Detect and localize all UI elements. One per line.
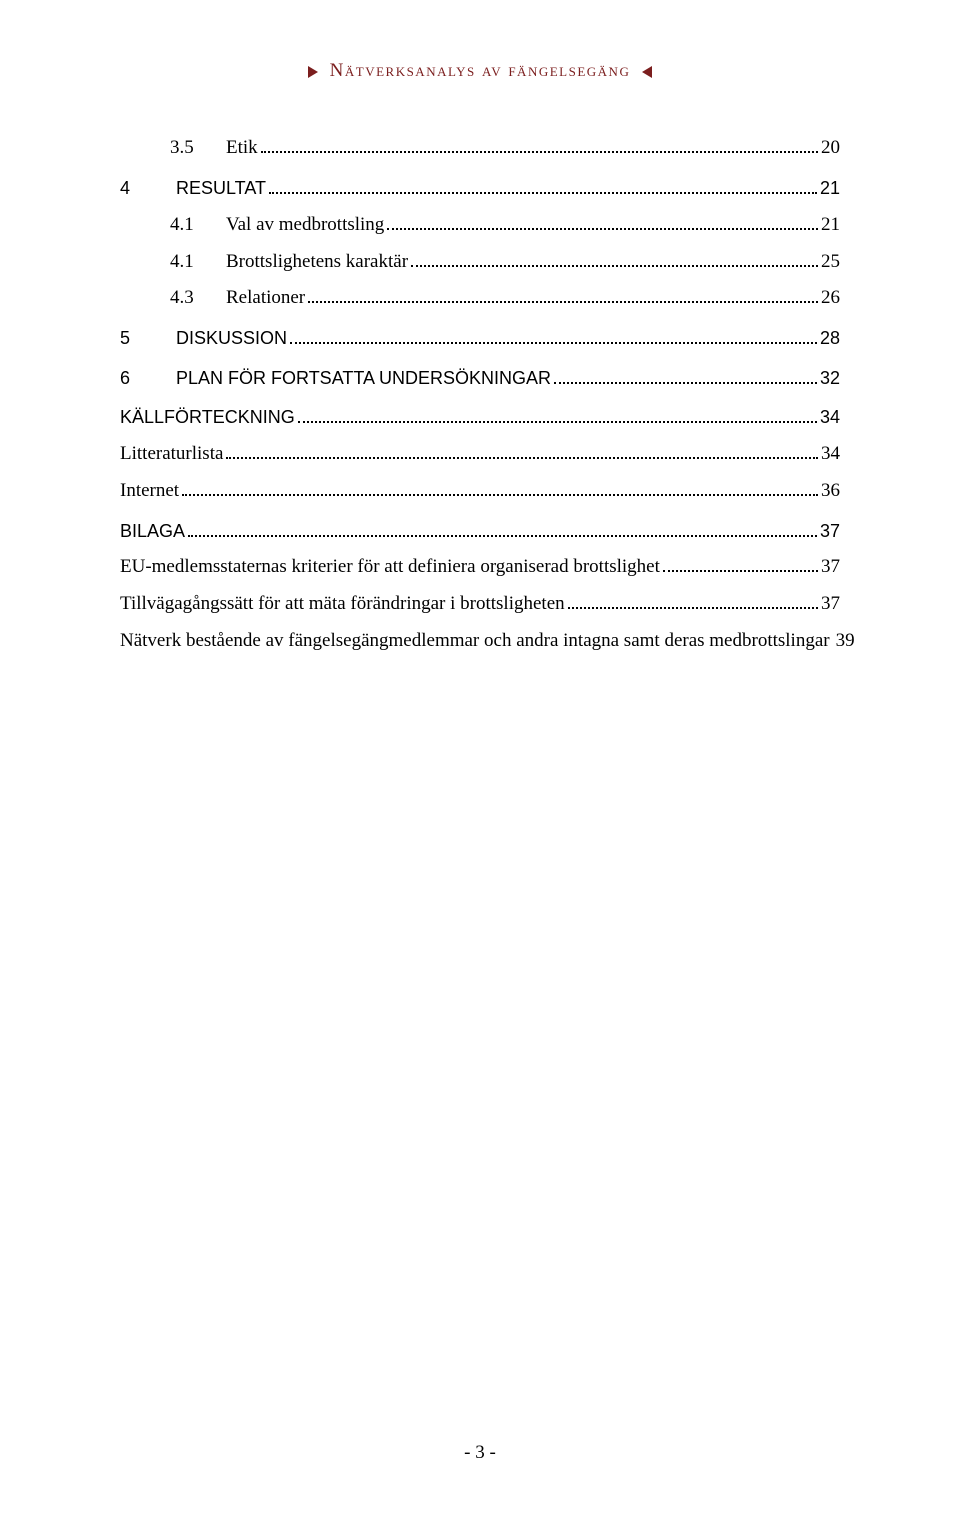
toc-entry-left: 4.1Val av medbrottsling [170, 213, 384, 238]
toc-entry-number: 4 [120, 177, 176, 200]
toc-row: Internet 36 [120, 479, 840, 504]
toc-entry-label: KÄLLFÖRTECKNING [120, 407, 295, 427]
toc-leader [188, 520, 817, 537]
toc-entry-page: 28 [820, 327, 840, 350]
toc-leader [298, 406, 817, 423]
toc-leader [663, 555, 818, 572]
toc-entry-label: Internet [120, 480, 179, 501]
toc-entry-label: DISKUSSION [176, 328, 287, 348]
toc-leader [226, 442, 818, 459]
toc-entry-label: Relationer [226, 287, 305, 308]
toc-leader [554, 367, 817, 384]
toc-entry-label: EU-medlemsstaternas kriterier för att de… [120, 556, 660, 577]
toc-entry-label: Nätverk bestående av fängelsegängmedlemm… [120, 630, 830, 651]
toc-leader [568, 592, 818, 609]
toc-row: 6PLAN FÖR FORTSATTA UNDERSÖKNINGAR 32 [120, 367, 840, 391]
page-footer: - 3 - [0, 1442, 960, 1464]
toc-entry-page: 21 [820, 177, 840, 200]
toc-leader [269, 177, 817, 194]
toc-row: 4.3Relationer 26 [120, 286, 840, 311]
triangle-left-icon [642, 66, 652, 78]
toc-entry-page: 32 [820, 367, 840, 390]
toc-entry-page: 20 [821, 136, 840, 161]
toc-row: 4RESULTAT 21 [120, 177, 840, 201]
toc-entry-number: 4.1 [170, 250, 226, 275]
toc-entry-label: Brottslighetens karaktär [226, 251, 408, 272]
toc-row: Litteraturlista 34 [120, 442, 840, 467]
toc-leader [290, 327, 817, 344]
toc-entry-label: Etik [226, 137, 258, 158]
toc-leader [411, 249, 818, 266]
toc-entry-number: 3.5 [170, 136, 226, 161]
page-content: Nätverksanalys av fängelsegäng 3.5Etik 20… [0, 0, 960, 654]
toc-row: 3.5Etik 20 [120, 136, 840, 161]
toc-entry-number: 4.3 [170, 286, 226, 311]
toc-entry-left: Internet [120, 479, 179, 504]
toc-row: 5DISKUSSION 28 [120, 327, 840, 351]
toc-entry-page: 37 [821, 592, 840, 617]
toc-row: 4.1Brottslighetens karaktär 25 [120, 249, 840, 274]
toc-entry-page: 39 [836, 629, 855, 654]
toc-entry-label: BILAGA [120, 521, 185, 541]
toc-leader [387, 212, 818, 229]
header-title: Nätverksanalys av fängelsegäng [330, 60, 631, 81]
toc-entry-label: Tillvägagångssätt för att mäta förändrin… [120, 593, 565, 614]
toc-entry-page: 34 [820, 406, 840, 429]
toc-entry-left: 4.1Brottslighetens karaktär [170, 250, 408, 275]
toc-row: EU-medlemsstaternas kriterier för att de… [120, 555, 840, 580]
toc-entry-page: 37 [821, 555, 840, 580]
toc-row: KÄLLFÖRTECKNING 34 [120, 406, 840, 430]
toc-entry-left: BILAGA [120, 520, 185, 543]
toc-entry-page: 25 [821, 250, 840, 275]
toc-entry-left: Tillvägagångssätt för att mäta förändrin… [120, 592, 565, 617]
toc-leader [182, 479, 818, 496]
triangle-right-icon [308, 66, 318, 78]
toc-entry-left: 4.3Relationer [170, 286, 305, 311]
toc-entry-label: Val av medbrottsling [226, 214, 384, 235]
toc-entry-page: 37 [820, 520, 840, 543]
toc-row: Tillvägagångssätt för att mäta förändrin… [120, 592, 840, 617]
toc-entry-page: 34 [821, 442, 840, 467]
running-header: Nätverksanalys av fängelsegäng [120, 60, 840, 82]
toc-entry-page: 21 [821, 213, 840, 238]
toc-entry-number: 4.1 [170, 213, 226, 238]
toc-row: 4.1Val av medbrottsling 21 [120, 212, 840, 237]
toc-entry-left: Litteraturlista [120, 442, 223, 467]
toc-entry-left: Nätverk bestående av fängelsegängmedlemm… [120, 629, 830, 654]
toc-entry-label: Litteraturlista [120, 443, 223, 464]
toc-entry-left: 3.5Etik [170, 136, 258, 161]
toc-leader [308, 286, 818, 303]
table-of-contents: 3.5Etik204RESULTAT214.1Val av medbrottsl… [120, 136, 840, 654]
toc-row: Nätverk bestående av fängelsegängmedlemm… [120, 629, 840, 654]
toc-row: BILAGA 37 [120, 520, 840, 544]
toc-entry-left: EU-medlemsstaternas kriterier för att de… [120, 555, 660, 580]
toc-entry-left: KÄLLFÖRTECKNING [120, 406, 295, 429]
toc-entry-left: 6PLAN FÖR FORTSATTA UNDERSÖKNINGAR [120, 367, 551, 390]
toc-leader [261, 136, 818, 153]
toc-entry-left: 5DISKUSSION [120, 327, 287, 350]
toc-entry-label: PLAN FÖR FORTSATTA UNDERSÖKNINGAR [176, 368, 551, 388]
toc-entry-label: RESULTAT [176, 178, 266, 198]
toc-entry-page: 26 [821, 286, 840, 311]
toc-entry-number: 6 [120, 367, 176, 390]
toc-entry-number: 5 [120, 327, 176, 350]
toc-entry-page: 36 [821, 479, 840, 504]
page-number: - 3 - [464, 1442, 496, 1463]
toc-entry-left: 4RESULTAT [120, 177, 266, 200]
